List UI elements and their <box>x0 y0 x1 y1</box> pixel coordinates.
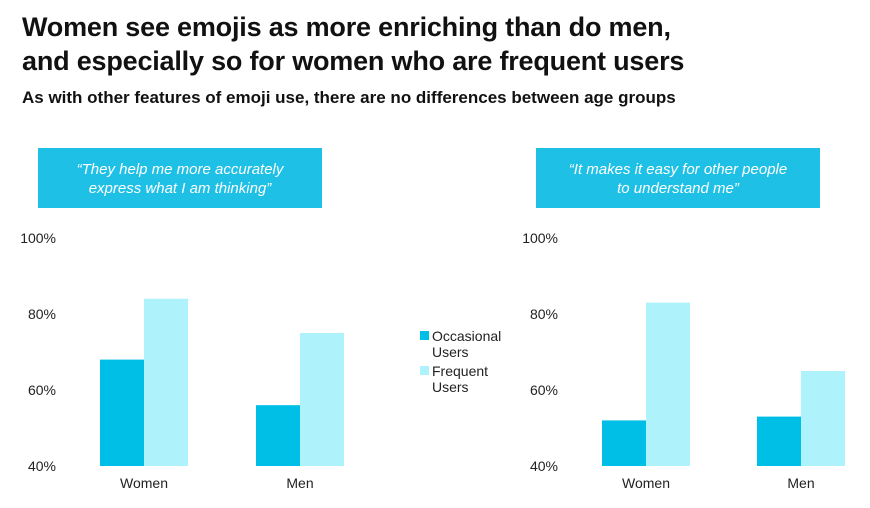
legend-swatch-frequent <box>420 366 429 375</box>
chart-2-category-label: Women <box>622 475 670 491</box>
chart-2-quote-box: “It makes it easy for other people to un… <box>536 148 820 208</box>
chart-2-quote-line-2: to understand me” <box>617 180 739 197</box>
chart-2-category-label: Men <box>787 475 814 491</box>
chart-2-bar-men-frequent <box>801 371 845 466</box>
chart-1-quote-line-2: express what I am thinking” <box>88 180 272 197</box>
chart-1-ytick-label: 100% <box>20 230 56 246</box>
legend: Occasional Users Frequent Users <box>420 328 501 398</box>
chart-1-quote-box: “They help me more accurately express wh… <box>38 148 322 208</box>
chart-2-ytick-label: 60% <box>530 382 558 398</box>
chart-2-bar-men-occasional <box>757 416 801 466</box>
legend-frequent-line-2: Users <box>432 379 469 395</box>
chart-1-quote-line-1: “They help me more accurately <box>76 161 284 178</box>
legend-frequent-line-1: Frequent <box>432 363 489 379</box>
chart-1-ytick-label: 40% <box>28 458 56 474</box>
chart-1-category-label: Women <box>120 475 168 491</box>
legend-occasional-line-2: Users <box>432 344 469 360</box>
chart-1-bar-men-occasional <box>256 405 300 466</box>
chart-1-bar-women-frequent <box>144 298 188 466</box>
page-subtitle: As with other features of emoji use, the… <box>22 88 676 107</box>
chart-1-category-label: Men <box>286 475 313 491</box>
chart-2-quote-line-1: “It makes it easy for other people <box>568 161 788 178</box>
chart-1-bar-men-frequent <box>300 333 344 466</box>
legend-item-occasional: Occasional Users <box>420 328 501 360</box>
legend-occasional-line-1: Occasional <box>432 328 502 344</box>
title-line-2: and especially so for women who are freq… <box>22 46 685 76</box>
legend-swatch-occasional <box>420 331 429 340</box>
chart-1-ytick-label: 80% <box>28 306 56 322</box>
chart-2-ytick-label: 100% <box>522 230 558 246</box>
title-line-1: Women see emojis as more enriching than … <box>22 12 671 42</box>
chart-2-bar-women-frequent <box>646 302 690 466</box>
chart-2-ytick-label: 40% <box>530 458 558 474</box>
legend-item-frequent: Frequent Users <box>420 363 501 395</box>
page-title: Women see emojis as more enriching than … <box>22 10 862 78</box>
chart-2-ytick-label: 80% <box>530 306 558 322</box>
chart-1-bar-women-occasional <box>100 359 144 466</box>
chart-2-bar-women-occasional <box>602 420 646 466</box>
chart-1-ytick-label: 60% <box>28 382 56 398</box>
